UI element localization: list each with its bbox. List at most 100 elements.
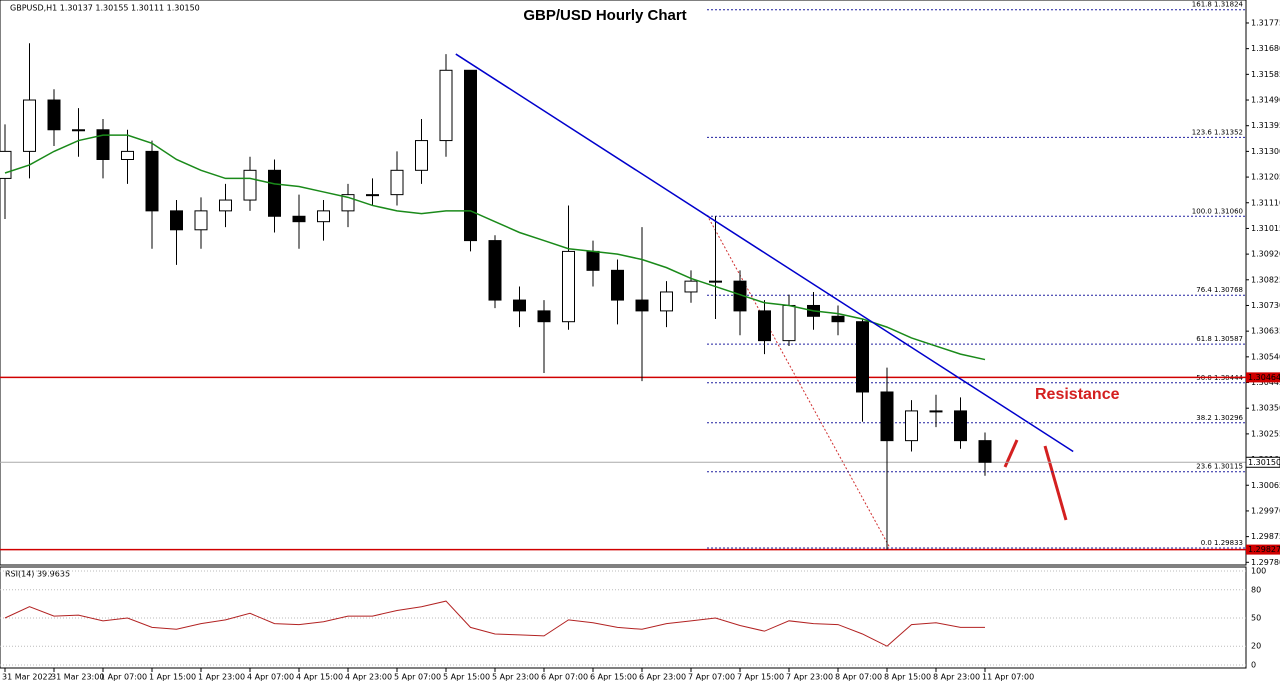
x-tick-label: 1 Apr 15:00 xyxy=(149,673,196,682)
x-tick-label: 5 Apr 07:00 xyxy=(394,673,441,682)
y-tick-label: 1.30540 xyxy=(1251,352,1280,361)
y-tick-label: 1.30635 xyxy=(1251,327,1280,336)
fib-label: 0.0 1.29833 xyxy=(1201,539,1243,547)
candle-body xyxy=(219,199,232,212)
y-tick-label: 1.30350 xyxy=(1251,404,1280,413)
fib-line xyxy=(706,214,891,549)
candle-body xyxy=(954,410,967,442)
candle-body xyxy=(415,140,428,171)
x-tick-label: 6 Apr 23:00 xyxy=(639,673,686,682)
fib-label: 23.6 1.30115 xyxy=(1196,463,1243,471)
y-tick-label: 1.30065 xyxy=(1251,481,1280,490)
rsi-label: RSI(14) 39.9635 xyxy=(5,570,70,579)
fib-label: 123.6 1.31352 xyxy=(1192,128,1243,136)
candle-body xyxy=(929,410,943,413)
x-tick-label: 8 Apr 15:00 xyxy=(884,673,931,682)
y-tick-label: 1.31110 xyxy=(1251,198,1280,207)
candle-body xyxy=(121,150,134,160)
y-tick-label: 1.29970 xyxy=(1251,506,1280,515)
candle-body xyxy=(96,129,110,160)
candle-body xyxy=(782,304,796,342)
y-tick-label: 1.31015 xyxy=(1251,224,1280,233)
candle-body xyxy=(537,310,551,323)
candle-body xyxy=(366,194,379,197)
y-tick-label: 1.31490 xyxy=(1251,96,1280,105)
candle-body xyxy=(660,291,673,312)
candle-body xyxy=(464,69,477,242)
arrow xyxy=(1043,445,1068,521)
y-tick-label: 1.31775 xyxy=(1251,18,1280,27)
rsi-line xyxy=(4,600,986,647)
x-tick-label: 1 Apr 23:00 xyxy=(198,673,245,682)
candle-body xyxy=(880,391,894,442)
x-tick-label: 4 Apr 07:00 xyxy=(247,673,294,682)
candle-body xyxy=(513,299,526,312)
trendline xyxy=(455,53,1074,453)
fib-label: 61.8 1.30587 xyxy=(1196,335,1243,343)
x-tick-label: 4 Apr 23:00 xyxy=(345,673,392,682)
y-tick-label: 1.29780 xyxy=(1251,558,1280,567)
header: GBPUSD,H1 1.30137 1.30155 1.30111 1.3015… xyxy=(10,4,200,13)
candle-body xyxy=(268,169,281,217)
rsi-tick-label: 80 xyxy=(1251,585,1261,594)
y-tick-label: 1.31585 xyxy=(1251,70,1280,79)
rsi-tick-label: 0 xyxy=(1251,661,1256,670)
x-tick-label: 7 Apr 15:00 xyxy=(737,673,784,682)
candle-body xyxy=(488,240,502,301)
annotation: Resistance xyxy=(1035,386,1120,403)
candle-body xyxy=(635,299,649,312)
candle-body xyxy=(390,169,404,196)
candle-body xyxy=(0,150,12,179)
y-tick-label: 1.30445 xyxy=(1251,378,1280,387)
candle-body xyxy=(23,99,36,152)
candle-body xyxy=(562,250,575,323)
candle-body xyxy=(170,210,183,231)
y-tick-label: 1.31205 xyxy=(1251,173,1280,182)
main-frame xyxy=(0,0,1247,566)
x-tick-label: 8 Apr 23:00 xyxy=(933,673,980,682)
x-tick-label: 8 Apr 07:00 xyxy=(835,673,882,682)
y-tick-label: 1.30825 xyxy=(1251,275,1280,284)
x-tick-label: 31 Mar 2022 xyxy=(2,673,53,682)
rsi-tick-label: 20 xyxy=(1251,642,1261,651)
y-tick-label: 1.31395 xyxy=(1251,121,1280,130)
candle-body xyxy=(611,269,624,301)
price-tag-label: 1.30150 xyxy=(1248,458,1280,467)
candle-body xyxy=(684,280,698,293)
price-tag xyxy=(1246,372,1280,383)
x-tick-label: 31 Mar 23:00 xyxy=(51,673,104,682)
candle-body xyxy=(194,210,208,231)
candle-body xyxy=(317,210,330,223)
y-tick-label: 1.30920 xyxy=(1251,250,1280,259)
candle-body xyxy=(145,150,159,212)
rsi-tick-label: 50 xyxy=(1251,614,1261,623)
candle-body xyxy=(905,410,918,442)
y-tick-label: 1.31300 xyxy=(1251,147,1280,156)
candle-body xyxy=(978,440,992,463)
candle-body xyxy=(831,315,845,323)
y-tick-label: 1.30255 xyxy=(1251,429,1280,438)
x-tick-label: 6 Apr 07:00 xyxy=(541,673,588,682)
fib-label: 161.8 1.31824 xyxy=(1192,1,1244,9)
arrow xyxy=(1003,439,1019,468)
y-tick-label: 1.31680 xyxy=(1251,44,1280,53)
rsi-tick-label: 100 xyxy=(1251,567,1266,576)
y-tick-label: 1.30730 xyxy=(1251,301,1280,310)
price-tag xyxy=(1246,544,1280,555)
x-tick-label: 7 Apr 23:00 xyxy=(786,673,833,682)
fib-label: 100.0 1.31060 xyxy=(1192,207,1243,215)
x-tick-label: 4 Apr 15:00 xyxy=(296,673,343,682)
candle-body xyxy=(292,215,306,223)
x-tick-label: 5 Apr 15:00 xyxy=(443,673,490,682)
y-tick-label: 1.29875 xyxy=(1251,532,1280,541)
candle-body xyxy=(709,280,722,283)
x-tick-label: 11 Apr 07:00 xyxy=(982,673,1034,682)
x-tick-label: 5 Apr 23:00 xyxy=(492,673,539,682)
x-tick-label: 6 Apr 15:00 xyxy=(590,673,637,682)
candle-body xyxy=(243,169,257,201)
fib-label: 38.2 1.30296 xyxy=(1196,414,1243,422)
moving-average xyxy=(4,134,986,361)
candle-body xyxy=(856,321,869,393)
